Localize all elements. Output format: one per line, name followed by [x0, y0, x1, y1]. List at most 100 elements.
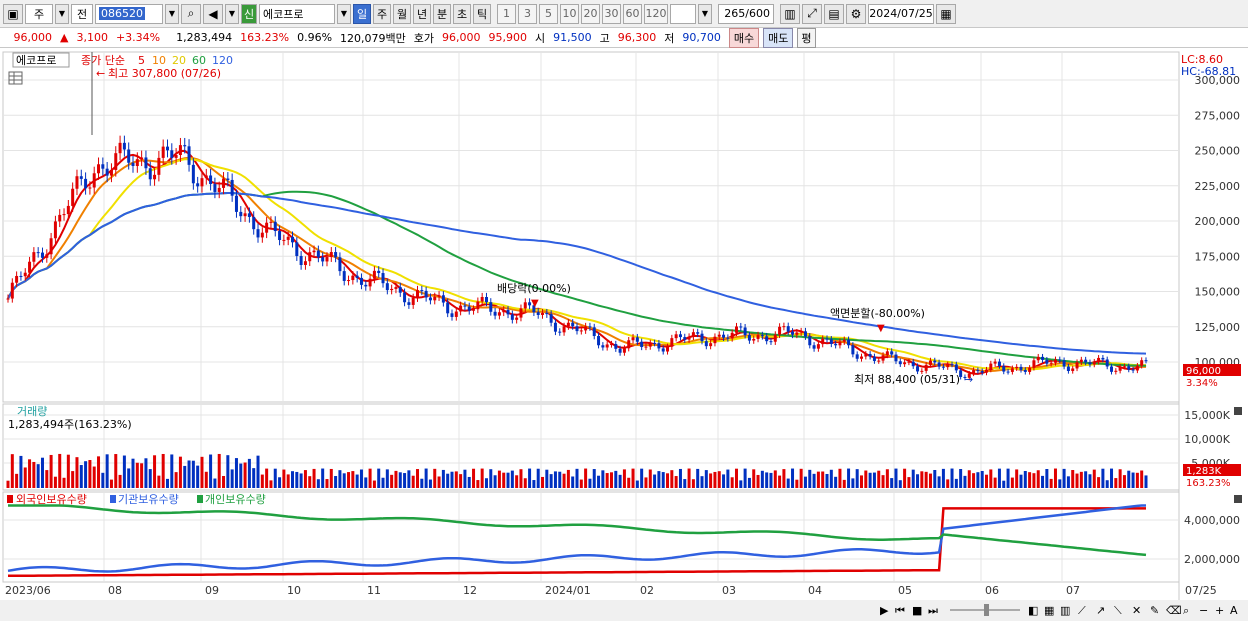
interval-120[interactable]: 120 — [644, 3, 668, 24]
table-icon[interactable] — [8, 71, 23, 85]
date-input[interactable]: 2024/07/25 — [868, 3, 934, 24]
last-icon[interactable]: ⏭ — [928, 604, 938, 617]
line-icon[interactable]: ⟋ — [1078, 604, 1086, 617]
scroll-right-icon[interactable]: ▶ — [880, 604, 889, 617]
volume-bar — [1118, 469, 1122, 488]
zoom-slider-handle[interactable] — [984, 604, 989, 616]
volume-bar — [450, 471, 454, 488]
zoom-in-icon[interactable]: + — [1215, 604, 1224, 617]
candle-body — [730, 332, 734, 339]
layout-icon[interactable]: ◧ — [1028, 604, 1038, 617]
split-arrow-icon: ▼ — [877, 323, 885, 334]
holding-close-icon[interactable] — [1234, 495, 1242, 503]
current-price: 96,000 — [13, 31, 53, 44]
last-pct-label: 3.34% — [1186, 378, 1218, 389]
search-icon[interactable]: ⌕ — [181, 3, 201, 24]
stock-name-field[interactable]: 에코프로 — [259, 3, 335, 24]
buy-button[interactable]: 매수 — [728, 27, 760, 48]
zoom-search-icon[interactable]: ⌕ — [1183, 604, 1189, 617]
legend-name-box[interactable] — [12, 52, 70, 68]
interval-label: 30 — [604, 7, 619, 20]
holding-pane[interactable] — [2, 491, 1180, 583]
candle-body — [506, 309, 510, 315]
name-dropdown-icon[interactable]: ▼ — [337, 3, 351, 24]
grid-icon[interactable]: ▦ — [1044, 604, 1054, 617]
period-tab-minute[interactable]: 분 — [433, 3, 451, 24]
interval-1[interactable]: 1 — [497, 3, 516, 24]
period-tab-year[interactable]: 년 — [413, 3, 431, 24]
volume-bar — [256, 455, 260, 488]
window-icon[interactable]: ▣ — [3, 3, 23, 24]
candle-body — [976, 370, 980, 372]
volume-bar — [937, 476, 941, 488]
stock-code-input[interactable]: 086520 — [95, 3, 163, 24]
candle-body — [933, 360, 937, 363]
calendar-icon[interactable]: ▦ — [936, 3, 956, 24]
candle-body — [58, 214, 62, 222]
volume-bar — [15, 473, 19, 488]
interval-5[interactable]: 5 — [539, 3, 558, 24]
volume-bar — [127, 468, 131, 488]
volume-close-icon[interactable] — [1234, 407, 1242, 415]
period-tab-day[interactable]: 일 — [353, 3, 371, 24]
first-icon[interactable]: ⏮ — [895, 604, 905, 617]
speaker-dropdown-icon[interactable]: ▼ — [225, 3, 239, 24]
period-type-select[interactable]: 주 — [25, 3, 53, 24]
candle-body — [6, 298, 10, 300]
bar-icon[interactable]: ▥ — [1060, 604, 1070, 617]
grid — [3, 52, 1179, 582]
volume-bar — [97, 456, 101, 488]
candle-body — [868, 354, 872, 357]
eraser-icon[interactable]: ⌫ — [1166, 604, 1182, 617]
arrow-icon[interactable]: ↗ — [1096, 604, 1105, 617]
zoom-out-icon[interactable]: − — [1199, 604, 1208, 617]
candle-body — [584, 326, 588, 331]
eval-button[interactable]: 평 — [797, 27, 816, 48]
candle-body — [101, 164, 105, 169]
price-pane[interactable] — [2, 51, 1180, 403]
gear-icon[interactable]: ⚙ — [846, 3, 866, 24]
pencil-icon[interactable]: ✎ — [1150, 604, 1159, 617]
interval-20[interactable]: 20 — [581, 3, 600, 24]
interval-60[interactable]: 60 — [623, 3, 642, 24]
trend-icon[interactable]: ⟍ — [1114, 604, 1122, 617]
zoom-icon[interactable]: ⤢ — [802, 3, 822, 24]
period-tab-month[interactable]: 월 — [393, 3, 411, 24]
prefix-select[interactable]: 전 — [71, 3, 93, 24]
interval-3[interactable]: 3 — [518, 3, 537, 24]
custom-interval-input[interactable] — [670, 3, 696, 24]
volume-bar — [122, 455, 126, 488]
candle-body — [36, 252, 40, 254]
count-input[interactable]: 265/600 — [718, 3, 774, 24]
volume-bar — [743, 468, 747, 488]
candle-body — [364, 284, 368, 287]
legend-institution: 기관보유수량 — [118, 493, 179, 506]
interval-10[interactable]: 10 — [560, 3, 579, 24]
sell-button[interactable]: 매도 — [763, 27, 794, 48]
volume-bar — [765, 472, 769, 488]
period-tab-week[interactable]: 주 — [373, 3, 391, 24]
volume-bar — [885, 469, 889, 488]
candle-body — [359, 277, 363, 285]
volume-bar — [299, 473, 303, 488]
interval-label: 60 — [625, 7, 640, 20]
chevron-down-icon[interactable]: ▼ — [55, 3, 69, 24]
candle-body — [174, 155, 178, 158]
save-icon[interactable]: ▤ — [824, 3, 844, 24]
interval-dropdown-icon[interactable]: ▼ — [698, 3, 712, 24]
interval-30[interactable]: 30 — [602, 3, 621, 24]
volume-bar — [66, 454, 70, 488]
stop-icon[interactable]: ■ — [912, 604, 922, 617]
period-tab-second[interactable]: 초 — [453, 3, 471, 24]
volume-bar — [1114, 478, 1118, 488]
font-size-icon[interactable]: A — [1230, 604, 1238, 617]
speaker-icon[interactable]: ◀ — [203, 3, 223, 24]
period-tab-tick[interactable]: 틱 — [473, 3, 491, 24]
code-dropdown-icon[interactable]: ▼ — [165, 3, 179, 24]
volume-bar — [946, 479, 950, 488]
candle-body — [769, 341, 773, 343]
volume-bar — [234, 458, 238, 488]
candle-icon[interactable]: ▥ — [780, 3, 800, 24]
cross-icon[interactable]: ✕ — [1132, 604, 1141, 617]
